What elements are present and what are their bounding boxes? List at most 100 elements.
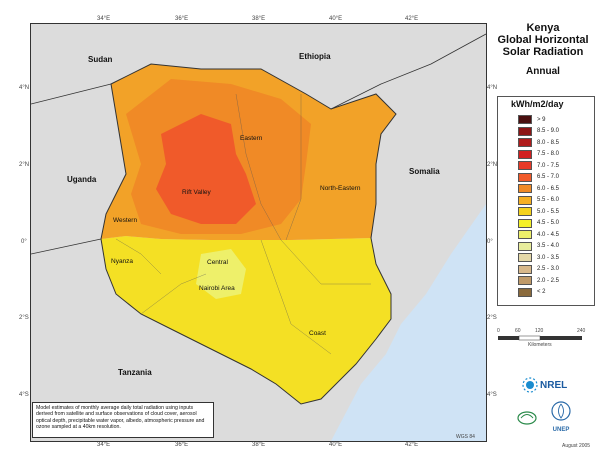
legend-item: 7.5 - 8.0 — [518, 149, 560, 159]
scale-unit: Kilometers — [528, 342, 552, 348]
legend-item: 6.5 - 7.0 — [518, 172, 560, 182]
legend-label: 3.0 - 3.5 — [537, 254, 560, 261]
title-line3: Solar Radiation — [502, 46, 584, 58]
nrel-logo: NREL — [522, 377, 567, 393]
label-nairobi: Nairobi Area — [199, 285, 235, 292]
legend-swatch — [518, 195, 532, 205]
lat-tick-4s-right: 4°S — [487, 392, 497, 398]
lon-tick-42: 42°E — [405, 16, 419, 22]
legend-swatch — [518, 126, 532, 136]
lon-tick-42-bottom: 42°E — [405, 442, 419, 448]
label-uganda: Uganda — [67, 175, 97, 184]
lon-tick-36-bottom: 36°E — [175, 442, 189, 448]
legend-label: 5.5 - 6.0 — [537, 197, 560, 203]
lon-tick-36: 36°E — [175, 16, 189, 22]
low-radiation-zone — [196, 249, 246, 299]
unep-logo: UNEP — [550, 400, 572, 433]
legend-swatch — [518, 184, 532, 193]
label-north-eastern: North-Eastern — [320, 185, 361, 192]
lon-tick-38-bottom: 38°E — [252, 442, 266, 448]
legend-label: 4.5 - 5.0 — [537, 220, 560, 226]
label-sudan: Sudan — [88, 55, 113, 64]
legend-label: 6.0 - 6.5 — [537, 185, 560, 192]
title-period: Annual — [526, 66, 560, 77]
nrel-sun-icon — [522, 377, 538, 393]
lon-tick-40: 40°E — [329, 16, 343, 22]
unep-label: UNEP — [552, 427, 570, 433]
lat-tick-4n: 4°N — [19, 85, 30, 91]
label-central: Central — [207, 259, 228, 266]
scale-label-0: 0 — [497, 328, 500, 334]
scale-bar — [498, 335, 582, 341]
legend-item: 7.0 - 7.5 — [518, 161, 559, 170]
legend-swatch — [518, 138, 532, 147]
legend-label: 7.0 - 7.5 — [537, 162, 560, 169]
legend-swatch — [518, 115, 532, 124]
lat-tick-4s: 4°S — [19, 392, 29, 398]
legend-swatch — [518, 230, 532, 239]
label-rift-valley: Rift Valley — [182, 189, 211, 196]
sudan-uganda-border — [31, 83, 112, 105]
legend-item: 5.0 - 5.5 — [518, 207, 559, 216]
legend-swatch — [518, 149, 532, 159]
solar-map — [31, 33, 486, 441]
lon-tick-38: 38°E — [252, 16, 266, 22]
legend-label: 2.5 - 3.0 — [537, 266, 560, 272]
legend-swatch — [518, 264, 532, 274]
legend-label: 2.0 - 2.5 — [537, 277, 560, 284]
lat-tick-2n: 2°N — [19, 162, 30, 168]
legend-swatch — [518, 287, 532, 297]
lat-tick-2s-right: 2°S — [487, 315, 497, 321]
legend-swatch — [518, 218, 532, 228]
peak-radiation-zone — [156, 114, 256, 224]
title-country: Kenya — [526, 22, 560, 34]
uganda-tanzania-border — [31, 238, 102, 255]
lon-tick-34-bottom: 34°E — [97, 442, 111, 448]
projection-label: WGS 84 — [456, 434, 475, 440]
legend-item: 4.5 - 5.0 — [518, 218, 560, 228]
legend-item: 2.5 - 3.0 — [518, 264, 560, 274]
legend-unit: kWh/m2/day — [511, 99, 564, 109]
scale-label-60: 60 — [515, 328, 521, 334]
date-label: August 2005 — [562, 443, 591, 449]
lat-tick-2s: 2°S — [19, 315, 29, 321]
legend-label: 6.5 - 7.0 — [537, 174, 560, 180]
legend-item: 3.5 - 4.0 — [518, 241, 560, 251]
legend-box — [497, 96, 595, 306]
label-nyanza: Nyanza — [111, 258, 134, 265]
lat-tick-0-right: 0° — [487, 239, 493, 245]
map-frame — [30, 23, 487, 442]
legend-swatch — [518, 172, 532, 182]
kenya-border — [100, 63, 397, 405]
lat-tick-2n-right: 2°N — [487, 162, 498, 168]
legend-swatch — [518, 253, 532, 262]
legend-swatch — [518, 161, 532, 170]
legend-label: 8.5 - 9.0 — [537, 128, 560, 134]
legend-item: > 9 — [518, 115, 546, 124]
agency-logo — [517, 411, 537, 425]
legend-label: 5.0 - 5.5 — [537, 208, 560, 215]
legend-item: 3.0 - 3.5 — [518, 253, 559, 262]
legend-label: 7.5 - 8.0 — [537, 151, 560, 157]
label-western: Western — [113, 217, 138, 224]
ethiopia-somalia-border — [330, 33, 486, 110]
scale-label-240: 240 — [577, 328, 586, 334]
legend-item: 6.0 - 6.5 — [518, 184, 559, 193]
lon-tick-34: 34°E — [97, 16, 111, 22]
lon-tick-40-bottom: 40°E — [329, 442, 343, 448]
province-lines — [115, 93, 371, 355]
scale-label-120: 120 — [535, 328, 544, 334]
nrel-label: NREL — [540, 379, 568, 391]
lat-tick-4n-right: 4°N — [487, 85, 498, 91]
unep-emblem-icon — [551, 401, 571, 421]
label-tanzania: Tanzania — [118, 368, 152, 377]
legend-item: 8.5 - 9.0 — [518, 126, 560, 136]
methodology-note: Model estimates of monthly average daily… — [32, 402, 214, 438]
label-eastern: Eastern — [240, 135, 263, 142]
title-line2: Global Horizontal — [497, 34, 589, 46]
legend-label: 3.5 - 4.0 — [537, 243, 560, 249]
legend-label: 8.0 - 8.5 — [537, 139, 560, 146]
legend-item: 4.0 - 4.5 — [518, 230, 559, 239]
legend-item: 5.5 - 6.0 — [518, 195, 560, 205]
legend-item: 8.0 - 8.5 — [518, 138, 559, 147]
